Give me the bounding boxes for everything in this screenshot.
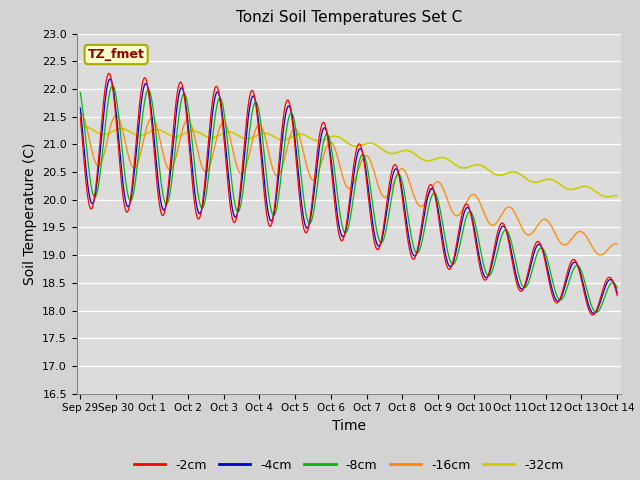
- -16cm: [596, 252, 604, 258]
- -8cm: [593, 310, 600, 315]
- -32cm: [604, 194, 611, 200]
- -16cm: [613, 241, 621, 247]
- Legend: -2cm, -4cm, -8cm, -16cm, -32cm: -2cm, -4cm, -8cm, -16cm, -32cm: [129, 454, 568, 477]
- -8cm: [565, 280, 573, 286]
- -16cm: [77, 110, 84, 116]
- -4cm: [613, 290, 621, 296]
- -2cm: [394, 166, 401, 171]
- -32cm: [393, 150, 401, 156]
- -4cm: [394, 167, 401, 173]
- -32cm: [564, 186, 572, 192]
- -4cm: [195, 210, 203, 216]
- -4cm: [218, 108, 226, 114]
- Line: -8cm: -8cm: [81, 85, 617, 312]
- -2cm: [565, 265, 573, 271]
- -16cm: [393, 172, 401, 178]
- -16cm: [564, 240, 572, 246]
- -2cm: [105, 71, 113, 76]
- -4cm: [341, 230, 349, 236]
- -16cm: [218, 121, 225, 127]
- -32cm: [613, 192, 621, 198]
- -2cm: [613, 293, 621, 299]
- -2cm: [341, 229, 349, 235]
- -4cm: [446, 264, 454, 269]
- -32cm: [445, 157, 453, 163]
- -2cm: [589, 312, 596, 318]
- -8cm: [613, 285, 621, 291]
- -8cm: [446, 258, 454, 264]
- -32cm: [195, 129, 202, 135]
- -32cm: [77, 123, 84, 129]
- -8cm: [341, 230, 349, 236]
- Y-axis label: Soil Temperature (C): Soil Temperature (C): [22, 143, 36, 285]
- -32cm: [218, 131, 225, 137]
- Title: Tonzi Soil Temperatures Set C: Tonzi Soil Temperatures Set C: [236, 11, 462, 25]
- -4cm: [590, 311, 598, 316]
- -8cm: [394, 172, 401, 178]
- -2cm: [446, 266, 454, 272]
- Text: TZ_fmet: TZ_fmet: [88, 48, 145, 61]
- Line: -32cm: -32cm: [81, 126, 617, 197]
- -32cm: [340, 138, 348, 144]
- -16cm: [340, 179, 348, 184]
- -2cm: [77, 115, 84, 120]
- Line: -4cm: -4cm: [81, 79, 617, 313]
- -4cm: [106, 76, 114, 82]
- -8cm: [195, 196, 203, 202]
- -8cm: [77, 90, 84, 96]
- -8cm: [109, 83, 116, 88]
- Line: -16cm: -16cm: [81, 113, 617, 255]
- -8cm: [218, 99, 226, 105]
- Line: -2cm: -2cm: [81, 73, 617, 315]
- -16cm: [445, 203, 453, 208]
- -4cm: [77, 105, 84, 111]
- -16cm: [195, 150, 202, 156]
- -2cm: [218, 115, 226, 120]
- X-axis label: Time: Time: [332, 419, 366, 433]
- -2cm: [195, 216, 203, 222]
- -4cm: [565, 270, 573, 276]
